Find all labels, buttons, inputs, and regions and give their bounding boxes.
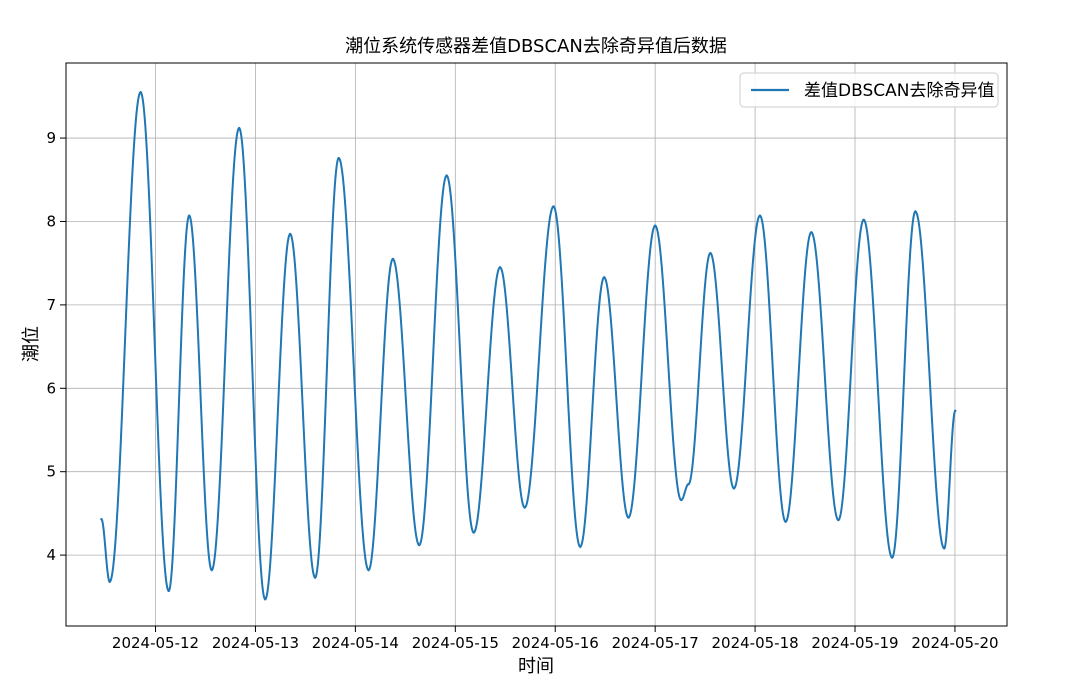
data-point (108, 580, 111, 583)
legend: 差值DBSCAN去除奇异值 (739, 72, 999, 108)
series-layer (100, 90, 957, 601)
data-point (627, 516, 630, 519)
data-point (758, 214, 762, 217)
data-point (579, 545, 582, 548)
legend-entry-label: 差值DBSCAN去除奇异值 (804, 81, 994, 101)
y-tick-label: 8 (46, 212, 56, 230)
data-point (100, 518, 103, 521)
x-tick-label: 2024-05-18 (712, 634, 799, 652)
data-point (552, 205, 555, 208)
y-tick-label: 9 (46, 129, 56, 147)
data-point (602, 276, 606, 279)
chart-title: 潮位系统传感器差值DBSCAN去除奇异值后数据 (345, 36, 727, 57)
data-point (732, 487, 736, 490)
data-point (139, 90, 142, 94)
y-axis-label: 潮位 (21, 326, 42, 362)
plot-frame (65, 62, 1008, 627)
x-axis-label: 时间 (518, 656, 554, 677)
y-tick-label: 6 (46, 379, 56, 397)
data-point (862, 218, 865, 222)
x-tick-label: 2024-05-15 (412, 634, 499, 652)
data-point (472, 531, 475, 534)
data-point (263, 598, 267, 601)
data-point (687, 483, 690, 486)
y-tick-label: 4 (46, 546, 56, 564)
data-point (679, 498, 683, 502)
x-tick-label: 2024-05-13 (212, 634, 299, 652)
data-point (337, 156, 340, 160)
data-point (445, 174, 448, 177)
data-point (187, 214, 191, 217)
data-point (914, 210, 917, 213)
data-point (653, 224, 657, 227)
data-point (837, 518, 840, 522)
x-tick-label: 2024-05-19 (811, 634, 898, 652)
data-point (709, 251, 712, 255)
legend-frame (739, 72, 999, 108)
data-point (523, 506, 526, 509)
x-tick-label: 2024-05-16 (512, 634, 599, 652)
series-line (100, 91, 956, 601)
data-point (367, 568, 370, 572)
x-tick-label: 2024-05-20 (911, 634, 998, 652)
data-point (167, 589, 170, 593)
y-axis-ticks: 4 5 6 7 8 9 (46, 129, 66, 564)
data-point (237, 126, 241, 130)
data-point (784, 520, 787, 523)
data-point (954, 409, 957, 413)
data-point (313, 576, 317, 579)
y-tick-label: 7 (46, 296, 56, 314)
grid-lines (66, 63, 1007, 626)
x-axis-ticks: 2024-05-12 2024-05-13 2024-05-14 2024-05-15… (112, 626, 999, 652)
data-point (210, 568, 213, 572)
data-point (890, 556, 894, 559)
x-tick-label: 2024-05-14 (312, 634, 399, 652)
x-tick-label: 2024-05-12 (112, 634, 199, 652)
data-point (810, 231, 813, 234)
data-point (498, 266, 502, 269)
x-tick-label: 2024-05-17 (612, 634, 699, 652)
data-point (418, 543, 421, 547)
data-point (391, 257, 395, 261)
y-tick-label: 5 (46, 463, 56, 481)
data-point (288, 232, 292, 236)
data-point (943, 547, 946, 550)
